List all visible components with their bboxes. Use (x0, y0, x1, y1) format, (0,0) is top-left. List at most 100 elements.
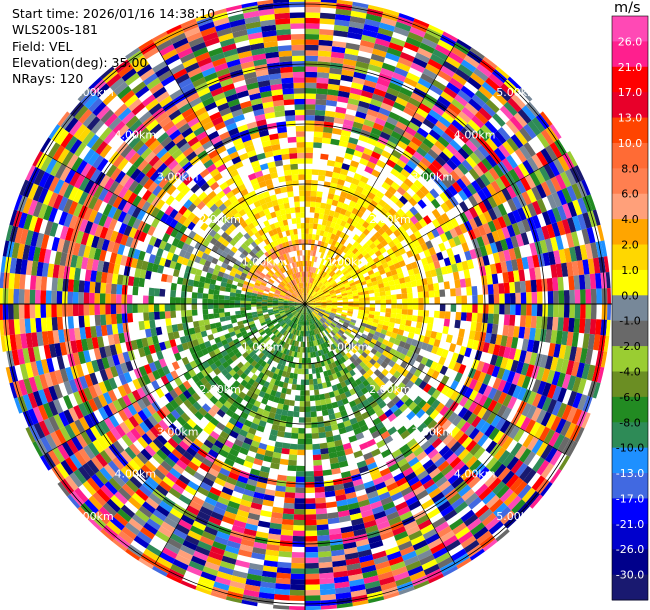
velocity-gate (328, 263, 334, 270)
velocity-gate (379, 22, 396, 32)
velocity-gate (321, 247, 327, 254)
velocity-gate (276, 572, 291, 580)
velocity-gate (331, 216, 338, 224)
velocity-gate (461, 295, 467, 304)
velocity-gate (453, 166, 465, 179)
velocity-gate (147, 181, 159, 193)
velocity-gate (305, 109, 316, 116)
velocity-gate (343, 419, 352, 428)
velocity-gate (359, 442, 369, 451)
velocity-gate (288, 320, 293, 326)
velocity-gate (242, 268, 249, 275)
velocity-gate (484, 473, 498, 488)
velocity-gate (550, 356, 559, 372)
velocity-gate (330, 292, 336, 296)
velocity-gate (383, 266, 391, 274)
velocity-gate (272, 373, 278, 380)
velocity-gate (254, 486, 266, 495)
velocity-gate (321, 271, 326, 277)
velocity-gate (100, 528, 115, 542)
velocity-gate (226, 453, 237, 462)
velocity-gate (24, 304, 30, 319)
velocity-gate (268, 411, 276, 419)
velocity-gate (413, 179, 424, 190)
velocity-gate (41, 262, 49, 277)
velocity-gate (122, 383, 132, 395)
velocity-gate (212, 224, 221, 233)
velocity-gate (396, 234, 405, 243)
velocity-gate (508, 347, 517, 360)
velocity-gate (153, 255, 162, 265)
velocity-gate (308, 307, 313, 313)
velocity-gate (334, 581, 350, 589)
velocity-gate (305, 260, 308, 267)
velocity-gate (8, 288, 14, 304)
velocity-gate (436, 215, 446, 226)
velocity-gate (469, 248, 478, 260)
velocity-gate (240, 365, 248, 373)
velocity-gate (560, 359, 570, 374)
velocity-gate (329, 324, 335, 330)
velocity-gate (305, 503, 316, 510)
velocity-gate (543, 429, 556, 445)
velocity-gate (357, 288, 364, 293)
velocity-gate (396, 140, 408, 151)
velocity-gate (381, 150, 392, 160)
velocity-gate (485, 77, 501, 92)
velocity-gate (256, 424, 265, 433)
velocity-gate (420, 523, 435, 535)
velocity-gate (223, 246, 231, 254)
velocity-gate (305, 93, 317, 100)
velocity-gate (142, 223, 152, 234)
velocity-gate (29, 275, 37, 290)
velocity-gate (423, 444, 436, 456)
velocity-gate (68, 379, 79, 394)
velocity-gate (38, 373, 49, 390)
velocity-gate (400, 394, 410, 404)
velocity-gate (53, 413, 65, 430)
velocity-gate (496, 367, 506, 380)
velocity-gate (214, 240, 222, 249)
velocity-gate (308, 319, 311, 326)
velocity-gate (108, 414, 120, 428)
velocity-gate (390, 491, 404, 502)
velocity-gate (539, 354, 548, 369)
velocity-gate (109, 230, 119, 243)
velocity-gate (491, 323, 499, 335)
velocity-gate (447, 411, 458, 423)
velocity-gate (337, 213, 345, 221)
velocity-gate (337, 90, 350, 98)
velocity-gate (558, 290, 565, 304)
velocity-gate (325, 220, 332, 227)
velocity-gate (182, 380, 192, 390)
velocity-gate (401, 550, 418, 562)
velocity-gate (319, 583, 335, 590)
velocity-gate (367, 285, 374, 291)
velocity-gate (342, 304, 349, 307)
velocity-gate (375, 141, 386, 151)
velocity-gate (369, 242, 377, 250)
velocity-gate (283, 307, 290, 310)
velocity-gate (341, 259, 347, 266)
velocity-gate (158, 500, 173, 513)
velocity-gate (499, 420, 511, 434)
velocity-gate (410, 92, 424, 103)
velocity-gate (378, 199, 387, 208)
velocity-gate (308, 295, 313, 301)
velocity-gate (363, 451, 374, 461)
velocity-gate (405, 560, 422, 572)
velocity-gate (23, 378, 33, 395)
velocity-gate (364, 456, 376, 466)
velocity-gate (460, 535, 477, 549)
velocity-gate (555, 330, 563, 345)
velocity-gate (32, 406, 44, 423)
velocity-gate (321, 137, 332, 144)
velocity-gate (312, 449, 321, 455)
velocity-gate (305, 481, 315, 488)
velocity-gate (478, 383, 488, 395)
velocity-gate (308, 223, 314, 229)
velocity-gate (457, 363, 467, 375)
velocity-gate (334, 19, 350, 27)
velocity-gate (103, 379, 113, 392)
velocity-gate (318, 39, 333, 47)
